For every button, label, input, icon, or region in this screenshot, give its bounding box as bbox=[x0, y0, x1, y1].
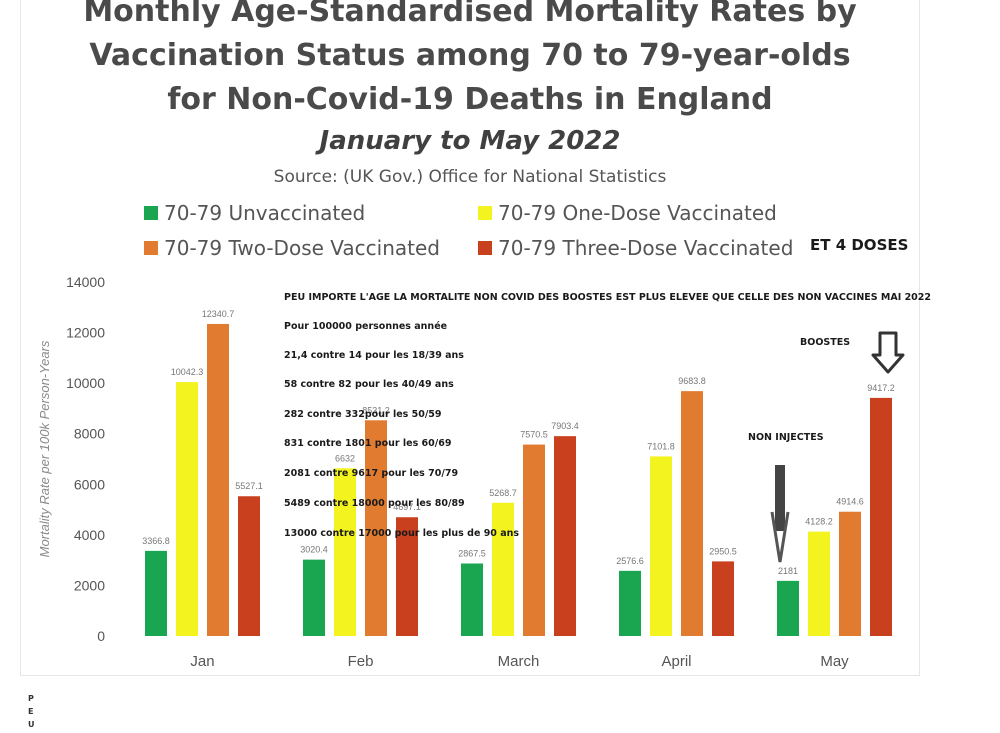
chart-title-line3: for Non-Covid-19 Deaths in England bbox=[167, 82, 773, 117]
data-label: 9683.8 bbox=[678, 376, 706, 386]
bar bbox=[681, 391, 703, 636]
legend-item-one-dose: 70-79 One-Dose Vaccinated bbox=[478, 201, 777, 225]
annotation-line: 13000 contre 17000 pour les plus de 90 a… bbox=[284, 528, 520, 539]
bar bbox=[870, 397, 892, 636]
legend-extra-note: ET 4 DOSES bbox=[810, 236, 909, 254]
annotation-non-injectes: NON INJECTES bbox=[748, 432, 824, 443]
bar bbox=[176, 382, 198, 636]
data-label: 2867.5 bbox=[458, 548, 486, 558]
arrow-down-icon bbox=[871, 331, 905, 374]
data-label: 4697.1 bbox=[393, 502, 421, 512]
x-tick-label: April bbox=[661, 653, 691, 670]
annotation-line: 831 contre 1801 pour les 60/69 bbox=[284, 438, 452, 449]
bar bbox=[492, 502, 514, 636]
annotation-line: 5489 contre 18000 pour les 80/89 bbox=[284, 498, 465, 509]
annotation-line: 2081 contre 9617 pour les 70/79 bbox=[284, 468, 459, 479]
data-label: 7101.8 bbox=[647, 441, 675, 451]
annotation-header: PEU IMPORTE L'AGE LA MORTALITE NON COVID… bbox=[284, 292, 932, 303]
data-label: 2576.6 bbox=[616, 556, 644, 566]
x-tick-label: May bbox=[820, 653, 849, 670]
legend-item-unvaccinated: 70-79 Unvaccinated bbox=[144, 201, 365, 225]
y-tick-label: 14000 bbox=[66, 274, 105, 290]
annotation-boostes: BOOSTES bbox=[800, 337, 851, 348]
legend-item-three-dose: 70-79 Three-Dose Vaccinated bbox=[478, 236, 793, 260]
legend-swatch-unvaccinated bbox=[144, 206, 158, 220]
bar bbox=[808, 531, 830, 636]
data-label: 7570.5 bbox=[520, 430, 548, 440]
data-label: 2950.5 bbox=[709, 546, 737, 556]
bar bbox=[145, 550, 167, 636]
legend-label-unvaccinated: 70-79 Unvaccinated bbox=[164, 201, 366, 225]
bar bbox=[523, 444, 545, 636]
arrow-head-icon bbox=[770, 511, 790, 563]
data-label: 6632 bbox=[335, 453, 355, 463]
bar bbox=[712, 561, 734, 636]
y-tick-label: 0 bbox=[97, 628, 105, 644]
legend-label-two-dose: 70-79 Two-Dose Vaccinated bbox=[164, 236, 440, 260]
legend-item-two-dose: 70-79 Two-Dose Vaccinated bbox=[144, 236, 440, 260]
chart-source: Source: (UK Gov.) Office for National St… bbox=[273, 167, 667, 187]
legend-swatch-three-dose bbox=[478, 241, 492, 255]
annotation-line: 282 contre 332pour les 50/59 bbox=[284, 409, 442, 420]
bar bbox=[396, 517, 418, 636]
bar bbox=[619, 570, 641, 636]
y-tick-label: 2000 bbox=[74, 577, 105, 593]
legend-swatch-one-dose bbox=[478, 206, 492, 220]
data-label: 2181 bbox=[778, 566, 798, 576]
data-label: 7903.4 bbox=[551, 421, 579, 431]
bar bbox=[303, 559, 325, 636]
legend-swatch-two-dose bbox=[144, 241, 158, 255]
data-label: 3020.4 bbox=[300, 545, 328, 555]
chart-subtitle: January to May 2022 bbox=[319, 126, 621, 156]
arrow-shaft-icon bbox=[775, 465, 785, 531]
data-label: 5268.7 bbox=[489, 488, 517, 498]
bar bbox=[650, 456, 672, 636]
chart-title-line2: Vaccination Status among 70 to 79-year-o… bbox=[89, 38, 851, 73]
y-tick-label: 8000 bbox=[74, 426, 105, 442]
x-tick-label: Feb bbox=[348, 653, 374, 670]
data-label: 5527.1 bbox=[235, 481, 263, 491]
bar bbox=[334, 468, 356, 636]
x-tick-label: March bbox=[498, 653, 540, 670]
x-tick-label: Jan bbox=[190, 653, 214, 670]
legend-label-three-dose: 70-79 Three-Dose Vaccinated bbox=[498, 236, 794, 260]
bar bbox=[777, 580, 799, 636]
bar bbox=[839, 511, 861, 636]
legend-label-one-dose: 70-79 One-Dose Vaccinated bbox=[498, 201, 777, 225]
data-label: 4128.2 bbox=[805, 517, 833, 527]
data-label: 10042.3 bbox=[171, 367, 204, 377]
chart-title-line1: Monthly Age-Standardised Mortality Rates… bbox=[83, 0, 857, 29]
data-label: 9417.2 bbox=[867, 383, 895, 393]
y-tick-label: 10000 bbox=[66, 375, 105, 391]
data-label: 12340.7 bbox=[202, 309, 235, 319]
stray-text: PEU bbox=[28, 694, 35, 729]
y-axis-label: Mortality Rate per 100k Person-Years bbox=[37, 340, 52, 557]
annotation-line: 58 contre 82 pour les 40/49 ans bbox=[284, 379, 454, 390]
data-label: 4914.6 bbox=[836, 497, 864, 507]
annotation-line: 21,4 contre 14 pour les 18/39 ans bbox=[284, 350, 464, 361]
annotation-per-unit: Pour 100000 personnes année bbox=[284, 321, 448, 332]
y-tick-label: 12000 bbox=[66, 325, 105, 341]
bar bbox=[554, 436, 576, 636]
bar bbox=[365, 420, 387, 636]
bar bbox=[461, 563, 483, 636]
bar bbox=[207, 323, 229, 636]
bar bbox=[238, 496, 260, 636]
chart-frame bbox=[20, 0, 920, 676]
y-tick-label: 4000 bbox=[74, 527, 105, 543]
data-label: 8531.2 bbox=[362, 405, 390, 415]
data-label: 3366.8 bbox=[142, 536, 170, 546]
y-tick-label: 6000 bbox=[74, 476, 105, 492]
